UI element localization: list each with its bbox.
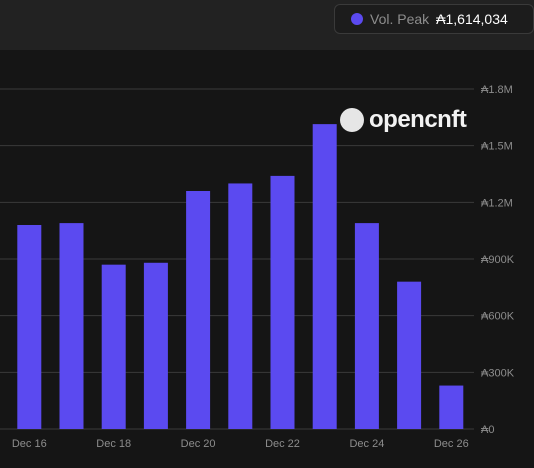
opencnft-watermark: opencnft bbox=[340, 106, 467, 134]
bar-dec-20[interactable] bbox=[186, 191, 211, 429]
bar-dec-23[interactable] bbox=[312, 124, 337, 430]
y-tick-label: ₳900K bbox=[481, 254, 515, 266]
bar-chart: ₳0 ₳300K ₳600K ₳900K ₳1.2M ₳1.5M ₳1.8M Dec 16 De… bbox=[0, 84, 515, 450]
series-value: ₳1,614,034 bbox=[436, 11, 508, 27]
bar-dec-25[interactable] bbox=[397, 281, 422, 429]
y-tick-label: ₳1.2M bbox=[481, 197, 513, 209]
bar-dec-17[interactable] bbox=[59, 223, 84, 429]
bar-dec-26[interactable] bbox=[439, 385, 464, 429]
bar-dec-18[interactable] bbox=[101, 264, 126, 429]
bar-dec-19[interactable] bbox=[143, 262, 168, 429]
x-tick-label: Dec 24 bbox=[349, 438, 384, 450]
y-tick-label: ₳1.5M bbox=[481, 141, 513, 153]
y-tick-label: ₳0 bbox=[481, 424, 494, 436]
x-tick-label: Dec 16 bbox=[12, 438, 47, 450]
series-color-dot bbox=[351, 13, 363, 25]
x-tick-label: Dec 20 bbox=[181, 438, 216, 450]
watermark-text: opencnft bbox=[369, 106, 467, 133]
circle-logo-icon bbox=[340, 108, 364, 132]
bar-dec-21[interactable] bbox=[228, 183, 253, 429]
series-label: Vol. Peak bbox=[370, 11, 430, 27]
bar-dec-24[interactable] bbox=[354, 223, 379, 429]
bar-dec-16[interactable] bbox=[17, 225, 42, 429]
x-tick-label: Dec 18 bbox=[96, 438, 131, 450]
y-tick-label: ₳600K bbox=[481, 311, 515, 323]
bar-dec-22[interactable] bbox=[270, 175, 295, 429]
x-tick-label: Dec 22 bbox=[265, 438, 300, 450]
y-tick-label: ₳300K bbox=[481, 367, 515, 379]
y-tick-label: ₳1.8M bbox=[481, 84, 513, 96]
x-tick-label: Dec 26 bbox=[434, 438, 469, 450]
chart-area: ₳0 ₳300K ₳600K ₳900K ₳1.2M ₳1.5M ₳1.8M Dec 16 De… bbox=[0, 50, 534, 463]
legend-tooltip: Vol. Peak ₳1,614,034 bbox=[334, 4, 534, 34]
